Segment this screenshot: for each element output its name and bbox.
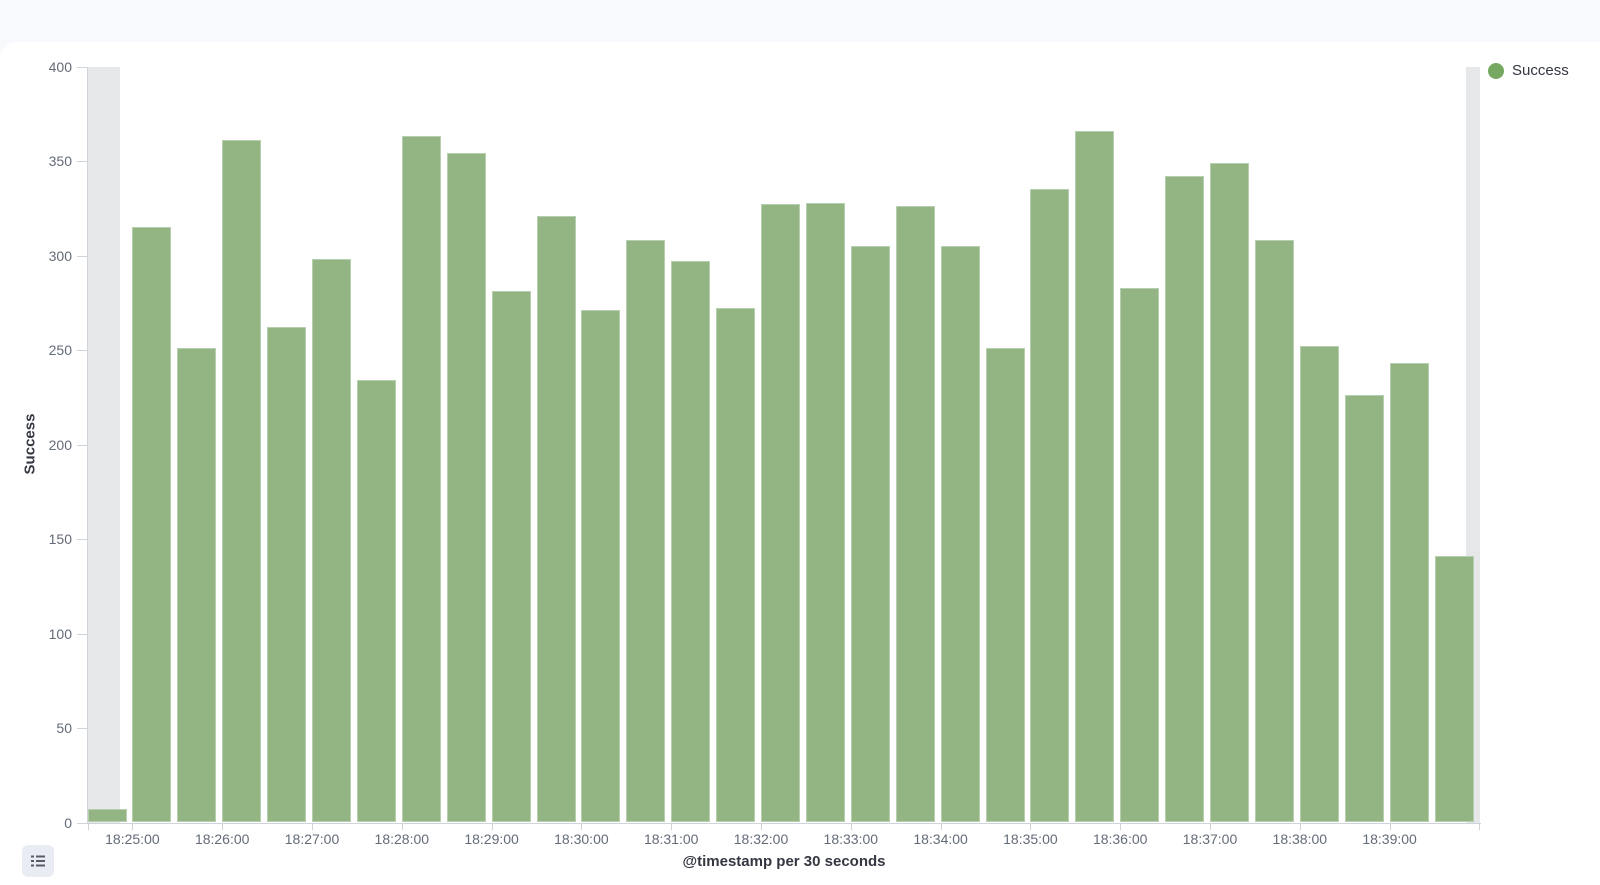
histogram-bar[interactable] [87,809,127,823]
x-axis-tick [850,823,852,830]
histogram-bar[interactable] [1389,363,1429,823]
histogram-bar[interactable] [267,327,307,823]
histogram-bar[interactable] [985,348,1025,823]
histogram-bar[interactable] [626,240,666,823]
y-tick-label: 400 [48,58,72,75]
histogram-bar[interactable] [446,153,486,823]
y-tick-label: 200 [48,436,72,453]
histogram-bar[interactable] [222,140,262,823]
histogram-bar[interactable] [312,259,351,823]
x-axis-tick [222,823,224,830]
x-axis-tick [581,823,583,830]
x-tick-label: 18:37:00 [1182,831,1238,847]
y-tick-label: 250 [48,342,72,358]
histogram-bar[interactable] [761,204,800,823]
histogram-bar[interactable] [716,308,756,823]
x-axis-tick [1389,823,1391,830]
histogram-bar[interactable] [1030,189,1070,823]
y-axis-tick [77,161,87,162]
y-tick-label: 100 [48,625,72,642]
y-axis-tick [77,728,87,729]
y-axis-tick [77,255,87,257]
y-tick-label: 0 [64,814,72,831]
histogram-bar[interactable] [895,206,935,823]
histogram-bar[interactable] [1165,176,1205,823]
x-tick-label: 18:38:00 [1272,831,1328,847]
x-axis-tick [1299,823,1301,830]
legend-dot-icon [1488,63,1504,79]
x-axis-tick [671,823,673,830]
histogram-bar[interactable] [401,136,441,823]
y-axis-tick [77,66,87,68]
x-tick-label: 18:32:00 [733,831,789,847]
x-axis-tick [312,823,313,830]
x-tick-label: 18:30:00 [554,831,609,847]
legend: Success [1488,60,1569,82]
y-tick-label: 350 [48,153,72,169]
y-axis-tick [77,444,87,446]
y-tick-label: 300 [48,247,72,264]
x-axis-tick [1479,823,1481,830]
histogram-bar[interactable] [850,246,890,823]
histogram-bar[interactable] [1434,556,1474,823]
x-tick-label: 18:27:00 [284,831,340,847]
x-axis-tick [761,823,762,830]
legend-toggle-button[interactable] [22,845,54,877]
histogram-bar[interactable] [132,227,172,823]
x-tick-label: 18:29:00 [464,831,519,847]
histogram-bar[interactable] [1120,287,1160,823]
y-tick-label: 50 [56,720,72,736]
x-axis-tick [1210,823,1211,830]
histogram-bar[interactable] [1299,346,1339,823]
histogram-bar[interactable] [805,202,845,823]
x-tick-label: 18:34:00 [913,831,968,847]
y-axis-tick [77,539,87,540]
histogram-bar[interactable] [491,291,531,823]
histogram-bar[interactable] [940,246,980,823]
y-axis-line [87,66,88,823]
y-axis-tick [77,822,87,824]
x-tick-label: 18:33:00 [823,831,879,847]
y-axis-title: Success [21,413,39,475]
x-axis-tick [491,823,493,830]
x-axis-tick [401,823,403,830]
x-axis-tick [87,823,89,830]
histogram-bar[interactable] [356,380,396,823]
x-tick-label: 18:25:00 [105,831,160,847]
histogram-bar[interactable] [671,261,711,823]
x-tick-label: 18:35:00 [1003,831,1058,847]
x-tick-label: 18:36:00 [1092,831,1148,847]
y-axis-tick [77,633,87,635]
histogram-bar[interactable] [1210,162,1249,823]
legend-item-success[interactable]: Success [1512,62,1569,79]
y-tick-label: 150 [48,531,72,547]
y-axis-tick [77,350,87,351]
histogram-bar[interactable] [581,310,621,823]
histogram-bar[interactable] [177,348,217,823]
x-tick-label: 18:31:00 [643,831,699,847]
x-tick-label: 18:28:00 [374,831,430,847]
x-axis-tick [1120,823,1122,830]
x-tick-label: 18:39:00 [1362,831,1417,847]
histogram-bar[interactable] [1254,240,1294,823]
x-axis-tick [940,823,942,830]
histogram-bar[interactable] [1344,395,1384,823]
x-axis-tick [132,823,134,830]
x-axis-line [77,822,1481,824]
x-tick-label: 18:26:00 [194,831,250,847]
list-icon [31,855,45,867]
histogram-bar[interactable] [1075,130,1115,823]
histogram-bar[interactable] [536,215,576,823]
partial-bucket-shade-left [88,66,120,823]
x-axis-title: @timestamp per 30 seconds [682,853,886,870]
x-axis-tick [1030,823,1032,830]
